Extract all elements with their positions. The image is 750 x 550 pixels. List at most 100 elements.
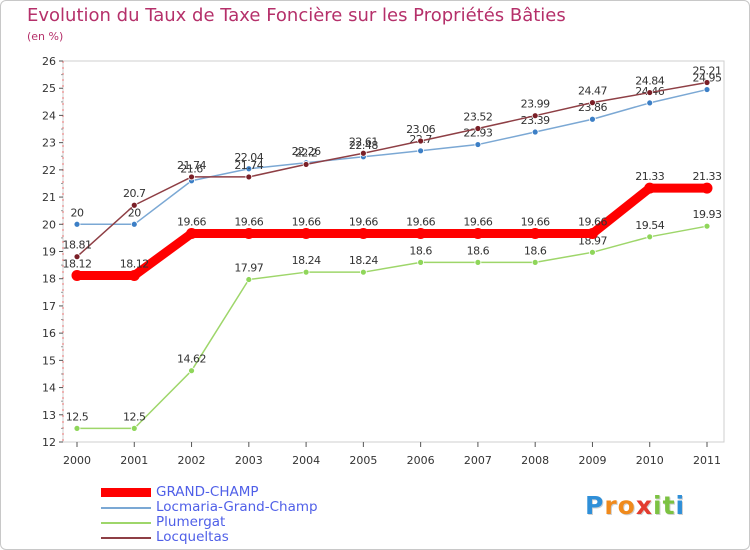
data-label: 19.66 — [521, 216, 550, 229]
logo-letter: t — [662, 491, 676, 520]
data-point — [589, 248, 596, 256]
data-label: 17.97 — [234, 262, 263, 275]
series-line-locqueltas — [76, 81, 708, 258]
data-label: 24.95 — [693, 72, 722, 85]
data-label: 21.74 — [234, 159, 263, 172]
data-point — [474, 125, 482, 132]
data-label: 19.66 — [349, 216, 378, 229]
data-point — [646, 89, 654, 96]
data-label: 19.66 — [234, 216, 263, 229]
data-point — [130, 424, 138, 432]
chart-title: Evolution du Taux de Taxe Foncière sur l… — [27, 5, 566, 26]
data-point — [188, 173, 195, 181]
data-label: 23.06 — [406, 123, 435, 136]
logo-letter: o — [617, 491, 636, 520]
data-point — [703, 86, 711, 93]
proxiti-logo: Proxiti — [585, 491, 685, 520]
legend-item: GRAND-CHAMP — [101, 484, 401, 501]
data-point — [130, 201, 138, 209]
data-label: 21.6 — [180, 163, 203, 176]
x-tick-label: 2010 — [636, 454, 664, 467]
y-tick-label: 15 — [42, 354, 56, 367]
data-label: 21.33 — [693, 170, 722, 183]
y-tick-label: 17 — [42, 300, 56, 313]
data-point — [417, 147, 425, 155]
x-tick-label: 2004 — [292, 454, 320, 467]
series-line-plumergat — [76, 225, 708, 430]
x-tick-label: 2005 — [349, 454, 377, 467]
logo-letter: i — [653, 491, 663, 520]
y-tick-label: 25 — [42, 82, 56, 95]
data-point — [245, 276, 253, 283]
data-point — [188, 367, 195, 375]
y-tick-label: 24 — [42, 109, 56, 122]
logo-letter: x — [635, 491, 653, 520]
data-point — [417, 258, 425, 266]
legend-label: Locqueltas — [156, 529, 229, 545]
data-label: 19.66 — [463, 216, 492, 229]
x-tick-label: 2002 — [178, 454, 206, 467]
data-point — [359, 268, 367, 276]
data-point — [529, 228, 541, 240]
series-line-locmaria-grand-champ — [76, 88, 708, 226]
legend-item: Locmaria-Grand-Champ — [101, 499, 401, 516]
data-point — [245, 173, 253, 181]
legend-label: Locmaria-Grand-Champ — [156, 499, 318, 515]
data-point — [474, 141, 482, 148]
data-label: 24.47 — [578, 85, 607, 98]
y-tick-label: 22 — [42, 164, 56, 177]
x-tick-label: 2006 — [407, 454, 435, 467]
data-point — [73, 424, 81, 432]
data-point — [71, 269, 83, 281]
data-point — [415, 228, 427, 240]
data-point — [646, 99, 654, 107]
data-label: 24.84 — [635, 75, 664, 88]
data-label: 20 — [71, 206, 84, 219]
data-point — [589, 115, 596, 123]
legend-item: Locqueltas — [101, 529, 401, 546]
data-point — [531, 112, 539, 120]
y-tick-label: 14 — [42, 382, 56, 395]
legend-label: GRAND-CHAMP — [156, 484, 259, 500]
legend-label: Plumergat — [156, 514, 226, 530]
y-tick-label: 12 — [42, 436, 56, 449]
data-point — [472, 228, 484, 240]
data-label: 19.93 — [693, 208, 722, 221]
y-tick-label: 19 — [42, 246, 56, 259]
data-label: 18.12 — [120, 257, 149, 270]
data-label: 18.24 — [349, 254, 378, 267]
legend-swatch — [101, 537, 151, 539]
data-point — [73, 253, 81, 261]
data-label: 21.33 — [635, 170, 664, 183]
data-label: 22.04 — [234, 151, 263, 164]
data-point — [531, 258, 539, 266]
data-label: 22.26 — [292, 145, 321, 158]
data-label: 18.6 — [467, 244, 490, 257]
x-tick-label: 2008 — [521, 454, 549, 467]
data-label: 20 — [128, 206, 141, 219]
data-label: 19.66 — [292, 216, 321, 229]
data-label: 22.48 — [349, 139, 378, 152]
data-label: 12.5 — [123, 410, 146, 423]
data-label: 18.6 — [524, 244, 547, 257]
legend-swatch — [101, 507, 151, 509]
logo-letter: i — [675, 491, 686, 520]
data-point — [531, 128, 539, 136]
data-label: 22.61 — [349, 135, 378, 148]
data-point — [302, 268, 310, 276]
data-label: 22.2 — [295, 146, 318, 159]
data-label: 25.21 — [693, 64, 722, 77]
x-tick-label: 2003 — [235, 454, 263, 467]
data-label: 18.12 — [63, 257, 92, 270]
y-tick-label: 13 — [42, 409, 56, 422]
x-tick-label: 2000 — [63, 454, 91, 467]
data-label: 18.6 — [409, 244, 432, 257]
data-label: 23.52 — [463, 110, 492, 123]
data-label: 14.62 — [177, 353, 206, 366]
data-point — [474, 258, 482, 266]
data-point — [586, 228, 598, 240]
data-point — [128, 269, 140, 281]
data-point — [186, 228, 198, 240]
